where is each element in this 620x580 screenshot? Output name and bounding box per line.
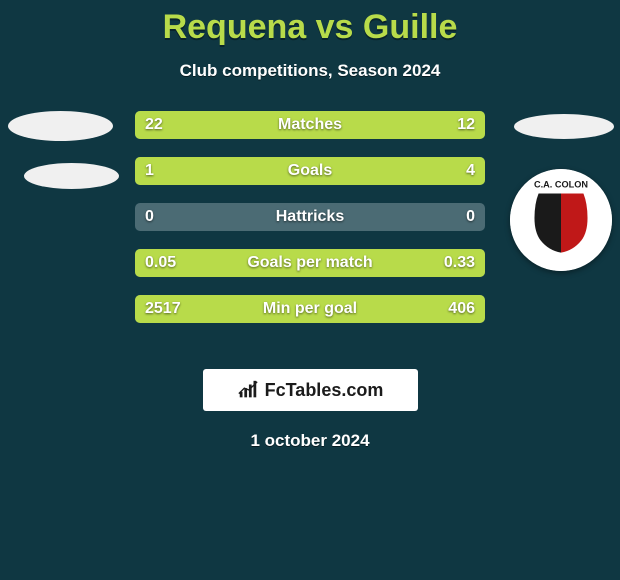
left-team-badge-placeholder-1 <box>8 111 113 141</box>
stat-label: Matches <box>135 111 485 139</box>
player-left-name: Requena <box>163 8 307 46</box>
stat-bars: 2212Matches 14Goals 00Hattricks 0.050.33Goa… <box>135 111 485 341</box>
stat-row: 2517406Min per goal <box>135 295 485 323</box>
bar-chart-icon <box>237 379 259 401</box>
stat-row: 2212Matches <box>135 111 485 139</box>
stat-label: Goals <box>135 157 485 185</box>
brand-attribution: FcTables.com <box>203 369 418 411</box>
competition-subtitle: Club competitions, Season 2024 <box>0 61 620 81</box>
svg-text:C.A. COLON: C.A. COLON <box>534 179 588 189</box>
stat-label: Hattricks <box>135 203 485 231</box>
club-shield-icon: C.A. COLON <box>510 169 612 271</box>
stat-row: 14Goals <box>135 157 485 185</box>
comparison-stage: C.A. COLON 2212Matches 14Goals 00Hattricks… <box>0 111 620 351</box>
stat-row: 00Hattricks <box>135 203 485 231</box>
left-team-badge-placeholder-2 <box>24 163 119 189</box>
stat-row: 0.050.33Goals per match <box>135 249 485 277</box>
stat-label: Goals per match <box>135 249 485 277</box>
vs-separator: vs <box>316 8 354 46</box>
right-team-badge-placeholder <box>514 114 614 139</box>
right-club-logo: C.A. COLON <box>510 169 612 271</box>
page-title: Requena vs Guille <box>0 0 620 47</box>
player-right-name: Guille <box>363 8 457 46</box>
brand-text: FcTables.com <box>265 380 384 401</box>
footer-date: 1 october 2024 <box>0 431 620 451</box>
stat-label: Min per goal <box>135 295 485 323</box>
